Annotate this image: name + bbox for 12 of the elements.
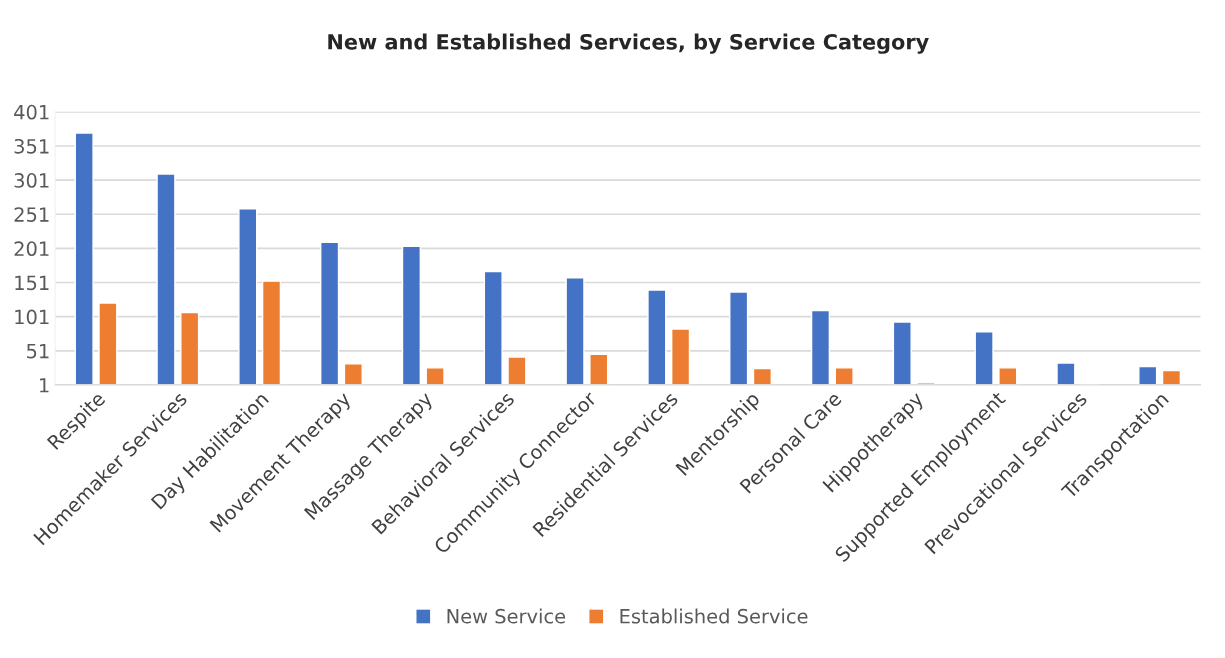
- y-tick-label: 101: [15, 309, 49, 325]
- y-tick-label: 151: [15, 275, 49, 291]
- y-tick-label: 301: [14, 173, 49, 188]
- y-tick-label: 351: [14, 138, 49, 154]
- y-tick-label: 201: [14, 241, 49, 257]
- y-tick-label: 1: [40, 378, 49, 393]
- legend-label: Established Service: [620, 608, 808, 624]
- y-tick-label: 251: [14, 207, 49, 222]
- y-tick-label: 51: [27, 344, 49, 359]
- legend-label: New Service: [447, 608, 566, 624]
- chart-title: New and Established Services, by Service Category: [328, 33, 929, 54]
- y-tick-label: 401: [14, 104, 49, 120]
